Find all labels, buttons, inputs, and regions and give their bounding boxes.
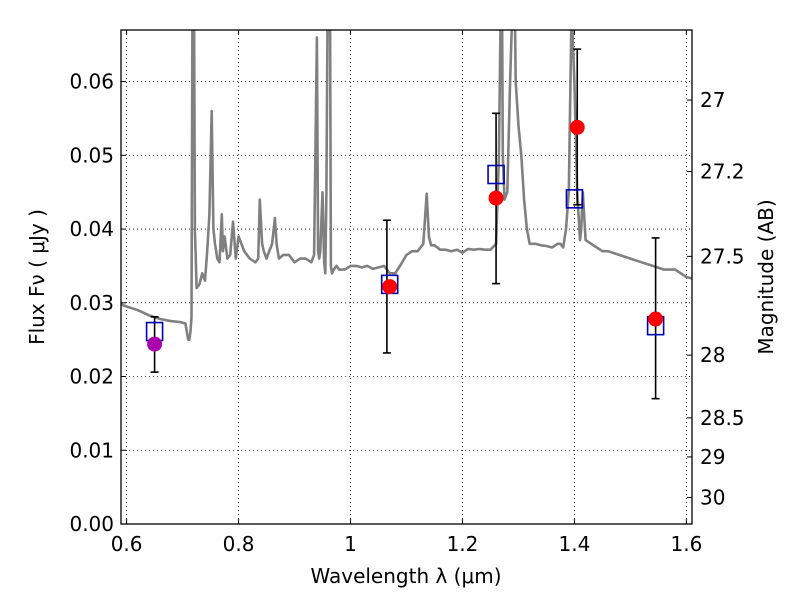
y-axis-label: Flux Fν ( μJy ) bbox=[25, 209, 49, 345]
x-tick-label: 1.4 bbox=[559, 532, 591, 556]
tick-layer: 0.6 0.8 1 1.2 1.4 1.6 0.00 0.01 0.02 0.03 0.04 0.05… bbox=[69, 30, 745, 556]
x-tick-label: 0.8 bbox=[223, 532, 255, 556]
photometry-point bbox=[488, 190, 504, 206]
spectrum-line bbox=[121, 30, 692, 342]
right-tick-label: 28 bbox=[700, 343, 725, 367]
x-tick-label: 0.6 bbox=[111, 532, 143, 556]
y-tick-label: 0.00 bbox=[69, 512, 114, 536]
y-tick-label: 0.05 bbox=[69, 143, 114, 167]
y-tick-label: 0.02 bbox=[69, 365, 114, 389]
right-tick-label: 27 bbox=[700, 88, 725, 112]
photometry-point bbox=[147, 336, 163, 352]
model-square-marker bbox=[565, 189, 584, 209]
y-tick-label: 0.03 bbox=[69, 291, 114, 315]
photometry-point bbox=[648, 311, 664, 327]
x-tick-label: 1.2 bbox=[447, 532, 479, 556]
data-layer bbox=[121, 30, 692, 400]
y-tick-label: 0.04 bbox=[69, 217, 114, 241]
y-axis-right-label: Magnitude (AB) bbox=[754, 199, 778, 354]
plot-frame bbox=[120, 29, 693, 525]
photometry-point bbox=[569, 119, 585, 135]
x-tick-label: 1.6 bbox=[670, 532, 702, 556]
right-tick-label: 27.2 bbox=[700, 160, 745, 184]
right-tick-label: 27.5 bbox=[700, 244, 745, 268]
photometry-point bbox=[382, 279, 398, 295]
right-tick-label: 30 bbox=[700, 485, 725, 509]
y-tick-label: 0.06 bbox=[69, 70, 114, 94]
y-tick-label: 0.01 bbox=[69, 438, 114, 462]
right-tick-label: 29 bbox=[700, 445, 725, 469]
grid-layer bbox=[121, 30, 692, 525]
model-square-marker bbox=[487, 164, 505, 185]
right-tick-label: 28.5 bbox=[700, 406, 745, 430]
x-tick-label: 1 bbox=[344, 532, 357, 556]
x-axis-label: Wavelength λ (μm) bbox=[310, 564, 501, 588]
